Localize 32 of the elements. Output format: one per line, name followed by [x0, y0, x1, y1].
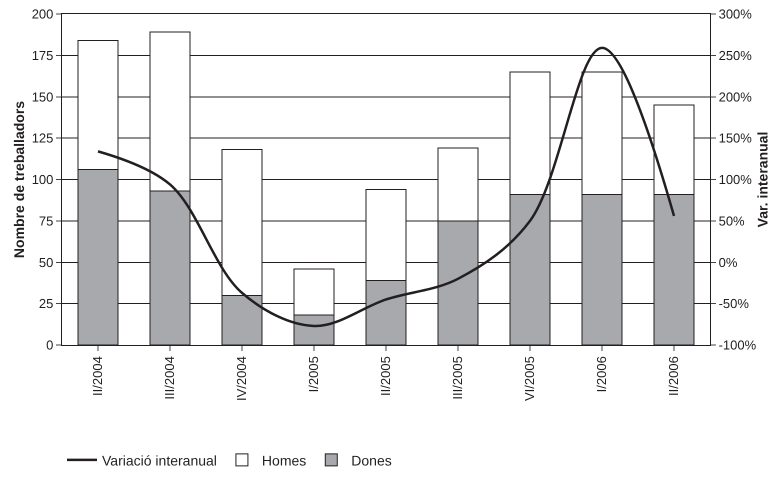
y2-tick-label: 0% — [718, 254, 738, 270]
x-tick-label: I/2006 — [594, 356, 610, 392]
y2-tick-label: 300% — [718, 6, 752, 22]
y2-tick-label: 50% — [718, 213, 746, 228]
y-tick-label: 0 — [46, 338, 54, 353]
y-axis-title: Nombre de treballadors — [11, 100, 27, 258]
y-tick-label: 125 — [32, 130, 54, 146]
y2-tick-label: 150% — [718, 130, 752, 146]
x-tick-label: VI/2005 — [522, 356, 538, 402]
x-tick-label: II/2005 — [378, 356, 394, 396]
x-tick-label: I/2005 — [306, 356, 322, 392]
legend-label: Dones — [351, 452, 392, 468]
y-tick-label: 100 — [32, 172, 54, 188]
y2-tick-label: 100% — [718, 172, 752, 188]
y-tick-label: 175 — [32, 48, 54, 63]
y2-tick-label: -100% — [718, 338, 757, 353]
legend-label: Variació interanual — [102, 452, 217, 468]
y-tick-label: 150 — [32, 89, 54, 104]
y2-tick-label: 250% — [718, 48, 752, 63]
y2-tick-label: 200% — [718, 89, 752, 104]
legend-label: Homes — [262, 452, 306, 468]
x-tick-label: II/2004 — [90, 356, 106, 396]
y2-axis-title: Var. interanual — [754, 132, 770, 228]
x-tick-label: IV/2004 — [234, 356, 250, 402]
x-tick-label: III/2004 — [162, 356, 178, 400]
y2-tick-label: -50% — [718, 296, 750, 312]
y-tick-label: 200 — [32, 6, 54, 22]
x-tick-label: III/2005 — [450, 356, 466, 400]
y-tick-label: 50 — [38, 254, 54, 270]
y-tick-label: 25 — [38, 296, 54, 312]
y-tick-label: 75 — [38, 213, 54, 228]
x-tick-label: II/2006 — [666, 356, 682, 396]
